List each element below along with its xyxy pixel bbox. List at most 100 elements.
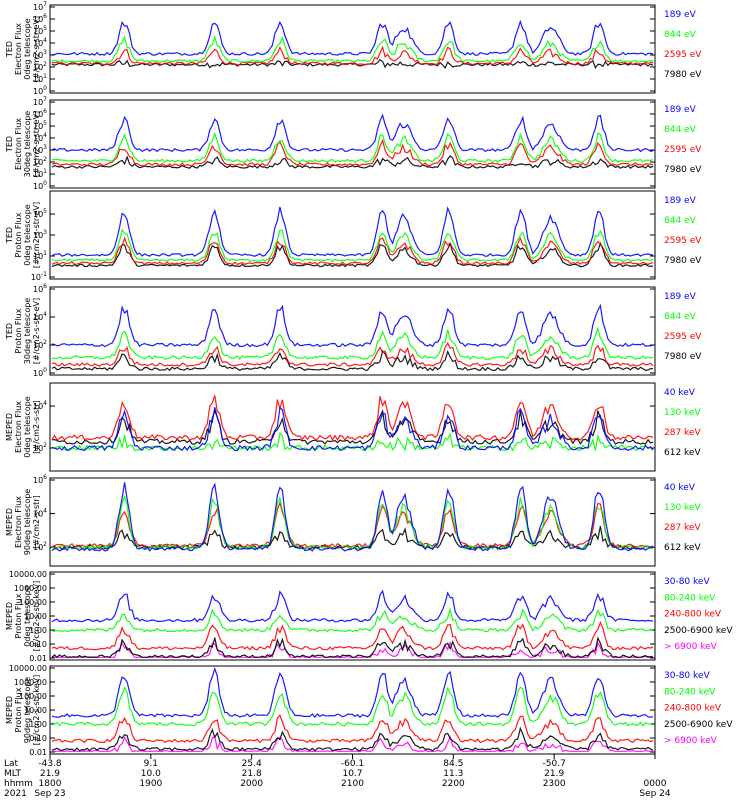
series-line: [51, 131, 654, 164]
plot-frame: [49, 99, 656, 189]
time-axis-value: 84.5: [443, 759, 463, 769]
series-line: [51, 341, 654, 367]
y-axis-label: [#/cm2-s-str-eV]: [32, 16, 41, 82]
time-axis-value: 0000: [644, 779, 667, 789]
legend-entry: 80-240 keV: [664, 687, 716, 697]
y-tick-label: 100.00: [19, 692, 47, 701]
y-tick-label: 104: [33, 132, 47, 143]
legend-entry: 2500-6900 keV: [664, 720, 733, 730]
y-axis-label: Electron Flux: [14, 401, 23, 453]
series-line: [51, 431, 654, 452]
y-tick-label: 103: [33, 49, 47, 60]
legend-entry: > 6900 keV: [664, 642, 718, 652]
legend-entry: 7980 eV: [664, 165, 702, 175]
y-axis-label: TED: [5, 227, 14, 244]
y-tick-label: 1000.00: [14, 584, 47, 593]
y-axis-label: Proton Flux: [14, 593, 23, 638]
time-axis-value: 21.8: [242, 769, 262, 779]
legend-entry: 2595 eV: [664, 236, 702, 246]
series-line: [51, 686, 654, 727]
y-tick-label: 105: [33, 208, 47, 219]
y-axis-label: [#/cm2-s-str-eV]: [32, 298, 41, 364]
y-tick-label: 105: [33, 25, 47, 36]
y-tick-label: 10000.00: [9, 664, 47, 673]
y-axis-label: MEPED: [5, 413, 14, 441]
series-line: [51, 228, 654, 263]
y-tick-label: 103: [33, 144, 47, 155]
panel-6: 102 104 106 MEPED Electron Flux 90deg telesco…: [5, 474, 701, 567]
y-tick-label: 0.10: [29, 640, 47, 649]
legend-entry: 287 keV: [664, 523, 701, 533]
plot-frame: [49, 477, 656, 567]
series-line: [51, 714, 654, 744]
legend-entry: 7980 eV: [664, 352, 702, 362]
series-line: [51, 607, 654, 633]
time-axis-value: 10.0: [141, 769, 161, 779]
time-axis-row-label: hhmm: [4, 779, 33, 789]
y-tick-label: 104: [33, 400, 47, 411]
legend-entry: 844 eV: [664, 30, 697, 40]
legend-entry: 240-800 keV: [664, 704, 722, 714]
legend-entry: 2595 eV: [664, 332, 702, 342]
y-tick-label: 1000.00: [14, 678, 47, 687]
y-axis-label: MEPED: [5, 508, 14, 536]
time-axis-row-label: Lat: [4, 759, 19, 769]
series-line: [51, 236, 654, 266]
series-line: [51, 155, 654, 169]
y-axis-label: 0deg telescope: [23, 204, 32, 265]
y-tick-label: 101: [33, 168, 47, 179]
y-tick-label: 102: [33, 442, 47, 453]
legend-entry: 189 eV: [664, 105, 697, 115]
panel-5: 102 104 MEPED Electron Flux 0deg telescope [#…: [5, 382, 701, 472]
y-axis-label: Electron Flux: [14, 23, 23, 75]
y-tick-label: 106: [33, 474, 47, 485]
time-axis-value: 2200: [442, 779, 465, 789]
y-axis-label: [#/cm2-s-str-eV]: [32, 202, 41, 268]
y-tick-label: 100.00: [19, 598, 47, 607]
legend-entry: 80-240 keV: [664, 593, 716, 603]
panel-7: 0.01 0.10 1.00 10.00 100.00 1000.00 10000.00 ME…: [5, 570, 733, 663]
time-axis-value: 21.9: [544, 769, 564, 779]
y-axis-label: 30deg telescope: [23, 298, 32, 365]
time-axis-value: 11.3: [443, 769, 463, 779]
y-axis-label: [#/cm2-s-str]: [32, 495, 41, 548]
legend-entry: 130 keV: [664, 408, 701, 418]
y-axis-label: TED: [5, 136, 14, 153]
y-axis-label: [#/cm2-s-str-keV]: [32, 581, 41, 652]
y-tick-label: 105: [33, 120, 47, 131]
y-tick-label: 1.00: [29, 626, 47, 635]
y-axis-label: MEPED: [5, 602, 14, 630]
series-line: [51, 206, 654, 257]
plot-frame: [49, 382, 656, 472]
series-line: [51, 482, 654, 552]
y-tick-label: 101: [33, 73, 47, 84]
y-axis-label: TED: [5, 323, 14, 340]
panel-8: 0.01 0.10 1.00 10.00 100.00 1000.00 10000.00 ME…: [5, 664, 733, 757]
legend-entry: 612 keV: [664, 543, 701, 553]
plot-frame: [49, 286, 656, 376]
y-tick-label: 10.00: [24, 612, 47, 621]
y-axis-label: [#/cm2-s-str-keV]: [32, 675, 41, 746]
time-axis-value: 21.9: [40, 769, 60, 779]
legend-entry: 7980 eV: [664, 70, 702, 80]
series-line: [51, 666, 654, 719]
y-axis-label: [#/cm2-s-str-eV]: [32, 111, 41, 177]
legend-entry: 7980 eV: [664, 256, 702, 266]
legend-entry: 40 keV: [664, 388, 696, 398]
y-axis-label: 30deg telescope: [23, 111, 32, 178]
y-axis-label: Proton Flux: [14, 308, 23, 353]
time-axis-value: 1800: [39, 779, 62, 789]
series-line: [51, 303, 654, 348]
time-axis-value: Sep 24: [639, 789, 671, 799]
y-tick-label: 100: [33, 85, 47, 96]
time-axis-value: 2000: [240, 779, 263, 789]
series-line: [51, 406, 654, 452]
y-tick-label: 106: [33, 108, 47, 119]
series-line: [51, 636, 654, 659]
series-line: [51, 620, 654, 651]
series-line: [51, 45, 653, 66]
y-tick-label: 10.00: [24, 706, 47, 715]
